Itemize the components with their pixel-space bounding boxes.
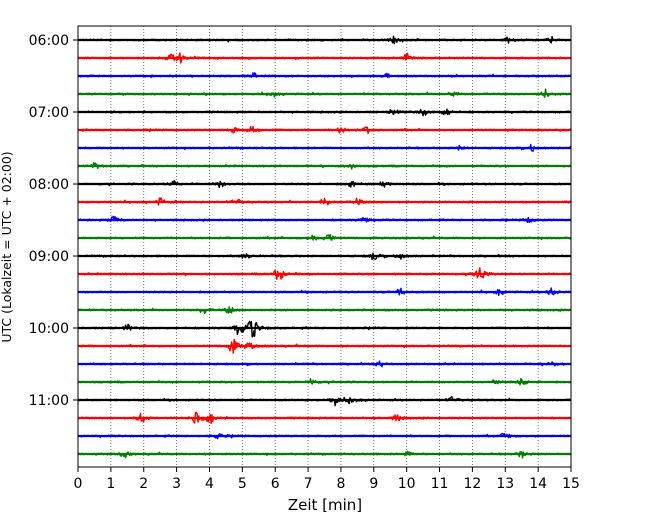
y-axis-ticks: 06:00 07:00 08:00 09:00 10:00 11:00 bbox=[29, 33, 78, 409]
x-tick-label-15: 15 bbox=[562, 476, 580, 492]
y-tick-label-06:00: 06:00 bbox=[29, 33, 69, 49]
x-tick-label-1: 1 bbox=[106, 476, 115, 492]
y-tick-label-07:00: 07:00 bbox=[29, 105, 69, 121]
x-axis-label: Zeit [min] bbox=[288, 496, 362, 514]
trace-20 bbox=[77, 396, 572, 407]
x-tick-label-2: 2 bbox=[139, 476, 148, 492]
y-tick-label-11:00: 11:00 bbox=[29, 393, 69, 409]
y-tick-label-08:00: 08:00 bbox=[29, 177, 69, 193]
x-tick-label-11: 11 bbox=[431, 476, 449, 492]
x-tick-label-8: 8 bbox=[336, 476, 345, 492]
x-tick-label-6: 6 bbox=[271, 476, 280, 492]
x-tick-label-7: 7 bbox=[304, 476, 313, 492]
x-tick-label-0: 0 bbox=[74, 476, 83, 492]
y-tick-label-10:00: 10:00 bbox=[29, 321, 69, 337]
y-tick-label-09:00: 09:00 bbox=[29, 249, 69, 265]
x-tick-label-10: 10 bbox=[398, 476, 416, 492]
x-tick-label-12: 12 bbox=[463, 476, 481, 492]
seismic-traces bbox=[77, 35, 572, 459]
x-tick-label-5: 5 bbox=[238, 476, 247, 492]
x-tick-label-3: 3 bbox=[172, 476, 181, 492]
x-axis-ticks: 0 1 2 3 4 5 6 7 8 9 10 11 12 13 14 15 bbox=[74, 467, 580, 492]
plot-frame bbox=[77, 25, 572, 468]
y-axis-label: UTC (Lokalzeit = UTC + 02:00) bbox=[0, 151, 14, 342]
x-tick-label-13: 13 bbox=[496, 476, 514, 492]
x-tick-label-4: 4 bbox=[205, 476, 214, 492]
x-tick-label-9: 9 bbox=[369, 476, 378, 492]
x-tick-label-14: 14 bbox=[529, 476, 547, 492]
